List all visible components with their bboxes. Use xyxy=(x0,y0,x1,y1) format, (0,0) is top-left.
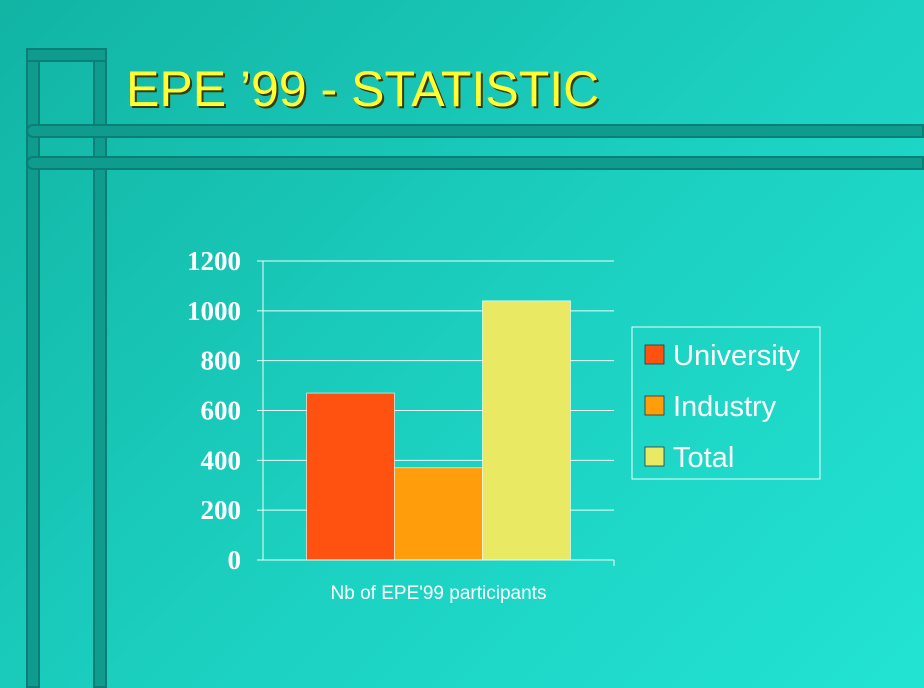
bar-industry xyxy=(394,467,483,561)
y-tick-label: 800 xyxy=(201,346,242,376)
y-tick-label: 0 xyxy=(228,545,242,575)
y-tick-label: 1200 xyxy=(187,246,241,276)
legend-swatch-industry xyxy=(644,395,665,416)
legend: University Industry Total xyxy=(631,326,821,480)
legend-swatch-university xyxy=(644,344,665,365)
legend-swatch-total xyxy=(644,446,665,467)
frame-top-horizontal xyxy=(26,48,107,62)
x-category-label: Nb of EPE'99 participants xyxy=(331,583,547,604)
frame-title-underline xyxy=(26,124,924,138)
bar-university xyxy=(306,392,395,561)
y-tick-label: 200 xyxy=(201,495,242,525)
legend-label-total: Total xyxy=(673,442,734,474)
legend-label-university: University xyxy=(673,340,801,372)
x-category-labels: Nb of EPE'99 participants xyxy=(331,583,547,604)
slide-title: EPE ’99 - STATISTIC xyxy=(126,61,600,117)
chart-bars xyxy=(306,300,571,561)
y-tick-label: 600 xyxy=(201,396,242,426)
legend-box xyxy=(631,326,821,480)
y-tick-labels: 0 200 400 600 800 1000 1200 xyxy=(187,246,241,575)
chart-axes xyxy=(257,260,615,566)
legend-label-industry: Industry xyxy=(673,391,777,423)
y-tick-label: 1000 xyxy=(187,296,241,326)
y-tick-label: 400 xyxy=(201,445,242,475)
frame-title-underline-lower xyxy=(26,156,924,170)
bar-total xyxy=(482,300,571,561)
